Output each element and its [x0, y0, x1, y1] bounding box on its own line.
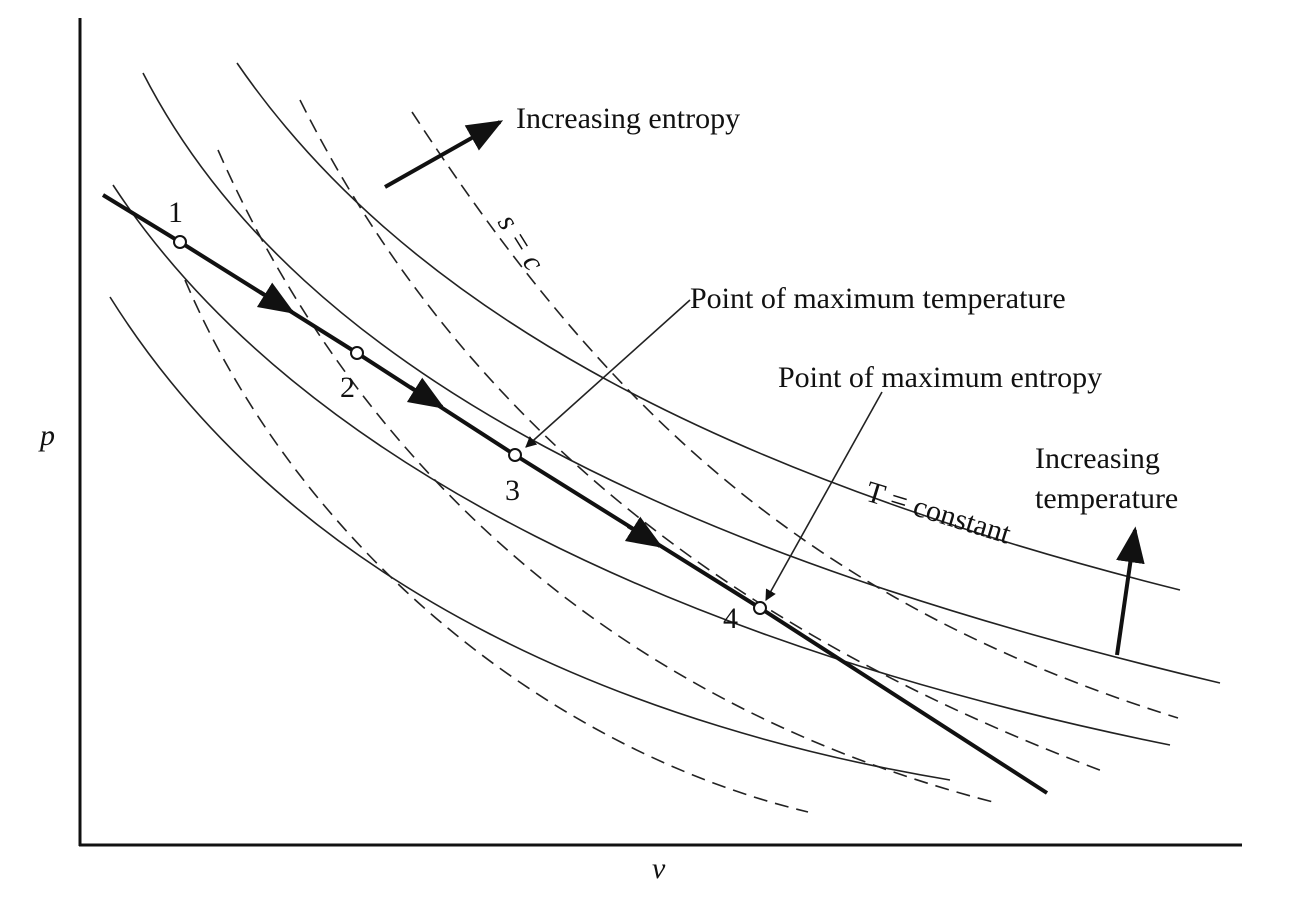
state-point — [508, 448, 522, 462]
annotation: temperature — [1035, 482, 1178, 515]
state-point — [350, 346, 364, 360]
annotation: Point of maximum temperature — [690, 282, 1066, 315]
annotation: Increasing — [1035, 442, 1160, 475]
temperature-arrow — [1115, 526, 1145, 656]
direction-arrow — [406, 377, 446, 409]
isotherm — [142, 72, 1221, 684]
x-axis-label: v — [652, 852, 666, 885]
point-label: 4 — [723, 602, 738, 635]
leader-arrow — [525, 299, 691, 448]
isentrope — [184, 279, 809, 813]
leader-arrow — [765, 391, 883, 601]
isotherm — [236, 62, 1181, 591]
direction-arrow — [624, 516, 664, 548]
point-label: 3 — [505, 474, 520, 507]
entropy-arrow — [384, 120, 504, 189]
y-axis-label: p — [38, 419, 55, 452]
isentrope — [217, 149, 994, 803]
isentrope — [411, 111, 1179, 719]
state-point — [173, 235, 187, 249]
direction-arrow — [256, 282, 296, 314]
isotherm — [112, 184, 1171, 746]
isentrope-label: s = c — [491, 208, 551, 277]
annotation: Point of maximum entropy — [778, 361, 1102, 394]
isotherm-label: T = constant — [862, 475, 1015, 551]
isotherm — [109, 296, 951, 781]
point-label: 1 — [168, 196, 183, 229]
point-label: 2 — [340, 371, 355, 404]
state-point — [753, 601, 767, 615]
isentrope — [299, 99, 1106, 773]
annotation: Increasing entropy — [516, 102, 740, 135]
